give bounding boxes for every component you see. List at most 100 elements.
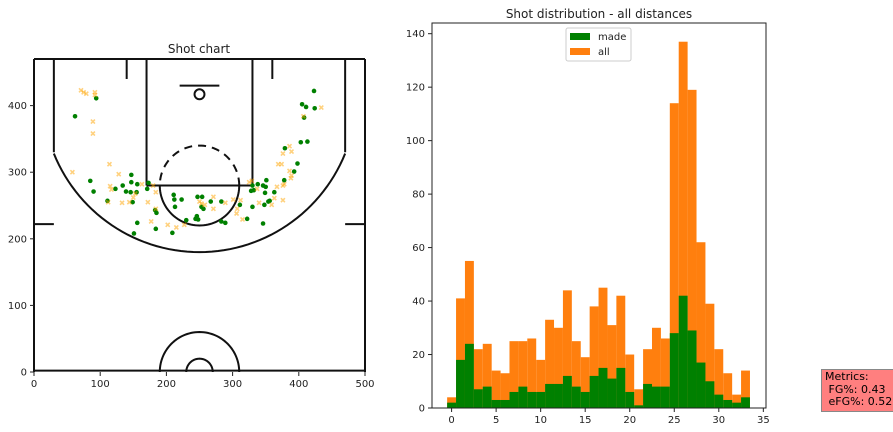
missed-shot-point xyxy=(90,131,96,137)
missed-shot-point xyxy=(107,183,113,189)
x-tick-label: 400 xyxy=(289,379,308,390)
missed-shot-point xyxy=(210,194,216,200)
missed-shot-point xyxy=(130,194,136,201)
legend-label-all: all xyxy=(598,47,610,58)
y-tick-label: 400 xyxy=(8,101,27,112)
missed-shot-point xyxy=(92,92,98,98)
missed-shot-point xyxy=(165,222,171,228)
hist-bar-made xyxy=(696,362,706,408)
center-circle-inner xyxy=(185,357,214,373)
made-shot-point xyxy=(312,105,317,111)
legend-label-made: made xyxy=(598,32,626,43)
missed-shot-point xyxy=(153,189,159,195)
y-tick-label: 60 xyxy=(412,243,425,254)
missed-shot-point xyxy=(148,218,154,225)
hist-bar-made xyxy=(509,391,519,408)
hist-bar-all xyxy=(696,242,706,408)
hist-bar-all xyxy=(616,295,626,408)
hist-bar-all xyxy=(482,343,492,408)
made-shot-point xyxy=(153,226,159,232)
made-shot-point xyxy=(295,161,300,166)
hist-bar-made xyxy=(491,399,501,408)
missed-shot-point xyxy=(210,206,216,212)
hist-bar-made xyxy=(571,386,581,408)
missed-shot-point xyxy=(145,199,151,205)
x-tick-label: 5 xyxy=(493,415,499,426)
missed-shot-point xyxy=(280,151,286,157)
hist-bar-made xyxy=(643,383,652,408)
made-shot-point xyxy=(291,169,297,174)
y-tick-label: 0 xyxy=(21,368,27,379)
missed-shot-point xyxy=(132,190,138,197)
hist-bar-made xyxy=(741,397,750,408)
missed-shot-point xyxy=(281,181,287,187)
made-shot-point xyxy=(264,177,269,183)
hist-bar-made xyxy=(723,399,733,408)
histogram-title: Shot distribution - all distances xyxy=(506,7,692,21)
hist-bar-made xyxy=(651,386,661,408)
missed-shot-point xyxy=(222,200,228,206)
hist-bar-all xyxy=(491,370,501,408)
missed-shot-point xyxy=(234,206,240,212)
made-shot-point xyxy=(251,187,257,193)
hist-bar-all xyxy=(580,357,590,408)
missed-shot-point xyxy=(288,175,294,181)
missed-shot-point xyxy=(286,168,293,174)
missed-shot-point xyxy=(108,186,115,193)
missed-shot-point xyxy=(246,179,252,185)
hist-bar-all xyxy=(687,89,697,409)
x-tick-label: 35 xyxy=(757,415,770,426)
missed-shot-point xyxy=(274,184,280,190)
hist-bar-all xyxy=(589,306,599,408)
hist-bar-all xyxy=(660,338,670,408)
hist-bar-made xyxy=(473,389,483,408)
made-shot-point xyxy=(113,186,118,192)
y-tick-label: 80 xyxy=(412,190,425,201)
missed-shot-point xyxy=(116,171,122,177)
made-shot-point xyxy=(179,197,184,202)
made-shot-point xyxy=(134,220,140,226)
hist-bar-all xyxy=(634,389,644,408)
hist-bar-made xyxy=(598,367,608,408)
missed-shot-point xyxy=(126,199,132,205)
hist-bar-made xyxy=(660,386,670,408)
missed-shot-point xyxy=(105,199,111,205)
missed-shot-point xyxy=(256,200,262,206)
missed-shot-point xyxy=(119,200,125,206)
hist-bar-all xyxy=(562,290,572,408)
y-tick-label: 20 xyxy=(412,350,425,361)
hist-bar-all xyxy=(554,327,563,408)
x-tick-label: 500 xyxy=(355,379,374,390)
made-shot-point xyxy=(255,181,261,187)
hist-bar-made xyxy=(545,383,555,408)
missed-shot-point xyxy=(271,195,277,201)
hist-bar-all xyxy=(723,373,733,408)
hist-bar-all xyxy=(625,354,635,408)
hist-bar-made xyxy=(554,383,563,408)
x-tick-label: 30 xyxy=(712,415,725,426)
hist-bar-all xyxy=(473,349,483,408)
made-shot-point xyxy=(267,198,272,204)
hist-bar-made xyxy=(714,394,724,408)
hist-bar-all xyxy=(500,373,510,408)
made-shot-point xyxy=(170,230,175,236)
made-shot-point xyxy=(131,231,137,236)
hist-bar-made xyxy=(669,333,679,408)
y-tick-label: 0 xyxy=(419,404,425,415)
missed-shot-point xyxy=(90,119,96,125)
x-tick-label: 0 xyxy=(31,379,37,390)
hist-bar-made xyxy=(536,391,546,408)
made-shot-point xyxy=(199,194,205,200)
made-shot-point xyxy=(146,180,151,186)
made-shot-point xyxy=(93,95,99,101)
made-shot-point xyxy=(219,199,224,204)
missed-shot-point xyxy=(230,196,236,203)
missed-shot-point xyxy=(234,210,240,217)
made-shot-point xyxy=(129,172,134,178)
made-shot-point xyxy=(195,194,200,200)
hist-bar-all xyxy=(714,349,724,408)
legend-swatch-made xyxy=(570,33,590,40)
court-lines xyxy=(33,58,366,373)
hist-bar-all xyxy=(464,260,474,408)
hist-bar-all xyxy=(456,298,465,408)
